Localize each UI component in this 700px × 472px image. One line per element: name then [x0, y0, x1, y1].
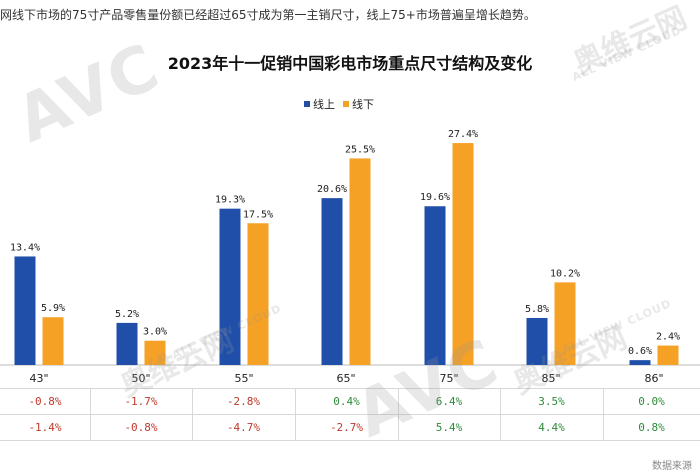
table-col-line — [90, 388, 91, 440]
data-label-offline-1: 3.0% — [143, 327, 167, 338]
legend-label-online: 线上 — [313, 98, 335, 111]
legend: 线上 线下 — [304, 96, 374, 112]
table-col-line — [295, 388, 296, 440]
bar-online-2 — [219, 208, 241, 365]
data-label-online-2: 19.3% — [215, 195, 245, 206]
data-label-online-1: 5.2% — [115, 309, 139, 320]
table-col-line — [192, 388, 193, 440]
table-row-line — [0, 414, 700, 415]
legend-swatch-offline — [343, 101, 349, 107]
table-cell: 0.4% — [333, 395, 360, 408]
legend-swatch-online — [304, 101, 310, 107]
table-cell: 0.0% — [638, 395, 665, 408]
table-cell: -1.7% — [124, 395, 158, 408]
bar-offline-0 — [42, 317, 64, 365]
table-cell: 4.4% — [538, 421, 565, 434]
category-label-4: 75" — [439, 372, 458, 385]
data-label-online-6: 0.6% — [628, 346, 652, 357]
bar-online-4 — [424, 206, 446, 365]
data-label-offline-5: 10.2% — [550, 268, 580, 279]
bar-offline-2 — [247, 223, 269, 365]
category-label-6: 86" — [644, 372, 663, 385]
bar-online-3 — [321, 198, 343, 365]
bar-online-6 — [629, 360, 651, 365]
table-cell: -0.8% — [124, 421, 158, 434]
table-cell: -1.4% — [28, 421, 62, 434]
data-label-online-4: 19.6% — [420, 192, 450, 203]
category-label-2: 55" — [234, 372, 253, 385]
category-label-3: 65" — [336, 372, 355, 385]
bar-offline-1 — [144, 340, 166, 365]
header-note: 网线下市场的75寸产品零售量份额已经超过65寸成为第一主销尺寸，线上75+市场普… — [0, 8, 536, 22]
data-label-offline-2: 17.5% — [243, 209, 273, 220]
table-cell: -0.8% — [28, 395, 62, 408]
table-cell: -2.7% — [329, 421, 364, 434]
table-col-line — [398, 388, 399, 440]
data-label-online-0: 13.4% — [10, 242, 40, 253]
data-label-online-3: 20.6% — [317, 184, 347, 195]
bar-online-1 — [116, 322, 138, 365]
category-label-5: 85" — [541, 372, 560, 385]
legend-item-online: 线上 — [304, 96, 335, 112]
table-cell: 5.4% — [435, 421, 463, 434]
table-row-line — [0, 440, 700, 441]
bar-offline-5 — [554, 282, 576, 365]
footer-note: 数据来源 — [652, 461, 692, 472]
bar-online-5 — [526, 318, 548, 365]
data-label-online-5: 5.8% — [525, 304, 549, 315]
data-label-offline-3: 25.5% — [345, 144, 375, 155]
legend-label-offline: 线下 — [352, 98, 374, 111]
category-label-0: 43" — [29, 372, 48, 385]
table-cell: -2.8% — [226, 395, 261, 408]
table-cell: 3.5% — [538, 395, 565, 408]
table-cell: 6.4% — [435, 395, 463, 408]
bar-online-0 — [14, 256, 36, 365]
chart-title: 2023年十一促销中国彩电市场重点尺寸结构及变化 — [167, 54, 533, 73]
table-col-line — [603, 388, 604, 440]
table-cell: -4.7% — [226, 421, 261, 434]
legend-item-offline: 线下 — [343, 96, 374, 112]
data-label-offline-6: 2.4% — [656, 332, 680, 343]
data-label-offline-0: 5.9% — [41, 303, 65, 314]
table-cell: 0.8% — [638, 421, 665, 434]
bar-offline-4 — [452, 143, 474, 365]
table-col-line — [500, 388, 501, 440]
bar-offline-3 — [349, 158, 371, 365]
data-label-offline-4: 27.4% — [448, 129, 478, 140]
category-label-1: 50" — [131, 372, 150, 385]
table-row-line — [0, 388, 700, 389]
bar-offline-6 — [657, 345, 679, 365]
